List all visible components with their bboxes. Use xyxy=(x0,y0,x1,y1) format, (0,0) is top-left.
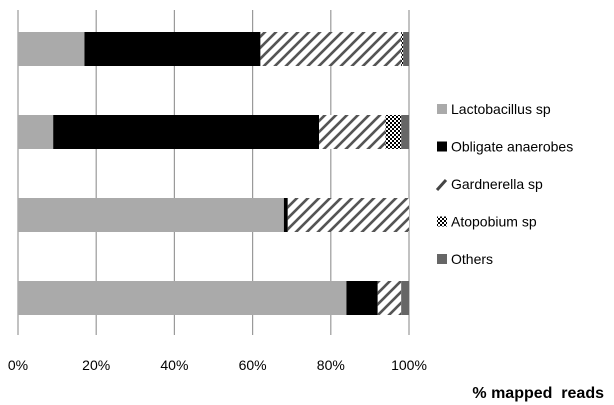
legend-label-gardnerella-sp: Gardnerella sp xyxy=(451,176,543,192)
bar-segment-others xyxy=(401,115,409,149)
x-tick-label: 100% xyxy=(391,357,427,373)
legend-swatch-lactobacillus-sp xyxy=(437,104,447,114)
bar-segment-lactobacillus-sp xyxy=(18,32,85,66)
x-tick-label: 40% xyxy=(160,357,188,373)
bar-segment-gardnerella-sp xyxy=(287,198,409,232)
bar-marks xyxy=(18,32,409,315)
x-tick-label: 80% xyxy=(317,357,345,373)
bar-segment-lactobacillus-sp xyxy=(18,198,284,232)
legend-label-atopobium-sp: Atopobium sp xyxy=(451,214,537,230)
legend-label-others: Others xyxy=(451,251,493,267)
legend-swatch-obligate-anaerobes xyxy=(437,141,447,152)
x-tick-label: 0% xyxy=(8,357,28,373)
bar-segment-lactobacillus-sp xyxy=(18,281,347,315)
legend-swatch-gardnerella-sp xyxy=(435,178,448,192)
legend: Lactobacillus sp Obligate anaerobes Gardne… xyxy=(435,101,573,267)
x-tick-label: 20% xyxy=(82,357,110,373)
bar-segment-gardnerella-sp xyxy=(260,32,402,66)
bar-segment-obligate-anaerobes xyxy=(283,198,288,232)
legend-label-lactobacillus-sp: Lactobacillus sp xyxy=(451,101,551,117)
x-axis-label: % mapped reads xyxy=(472,385,604,402)
bar-segment-others xyxy=(403,32,409,66)
legend-swatch-others xyxy=(437,254,447,264)
bar-segment-obligate-anaerobes xyxy=(346,281,378,315)
bar-segment-gardnerella-sp xyxy=(377,281,402,315)
x-tick-labels: 0% 20% 40% 60% 80% 100% xyxy=(8,357,427,373)
bar-segment-others xyxy=(401,281,409,315)
bar-segment-lactobacillus-sp xyxy=(18,115,54,149)
bar-segment-atopobium-sp xyxy=(385,115,402,149)
bar-segment-obligate-anaerobes xyxy=(53,115,320,149)
legend-label-obligate-anaerobes: Obligate anaerobes xyxy=(451,139,573,155)
bar-segment-gardnerella-sp xyxy=(319,115,386,149)
bar-segment-atopobium-sp xyxy=(401,32,404,66)
bar-segment-obligate-anaerobes xyxy=(84,32,261,66)
x-tick-label: 60% xyxy=(239,357,267,373)
legend-swatch-atopobium-sp xyxy=(437,216,447,227)
